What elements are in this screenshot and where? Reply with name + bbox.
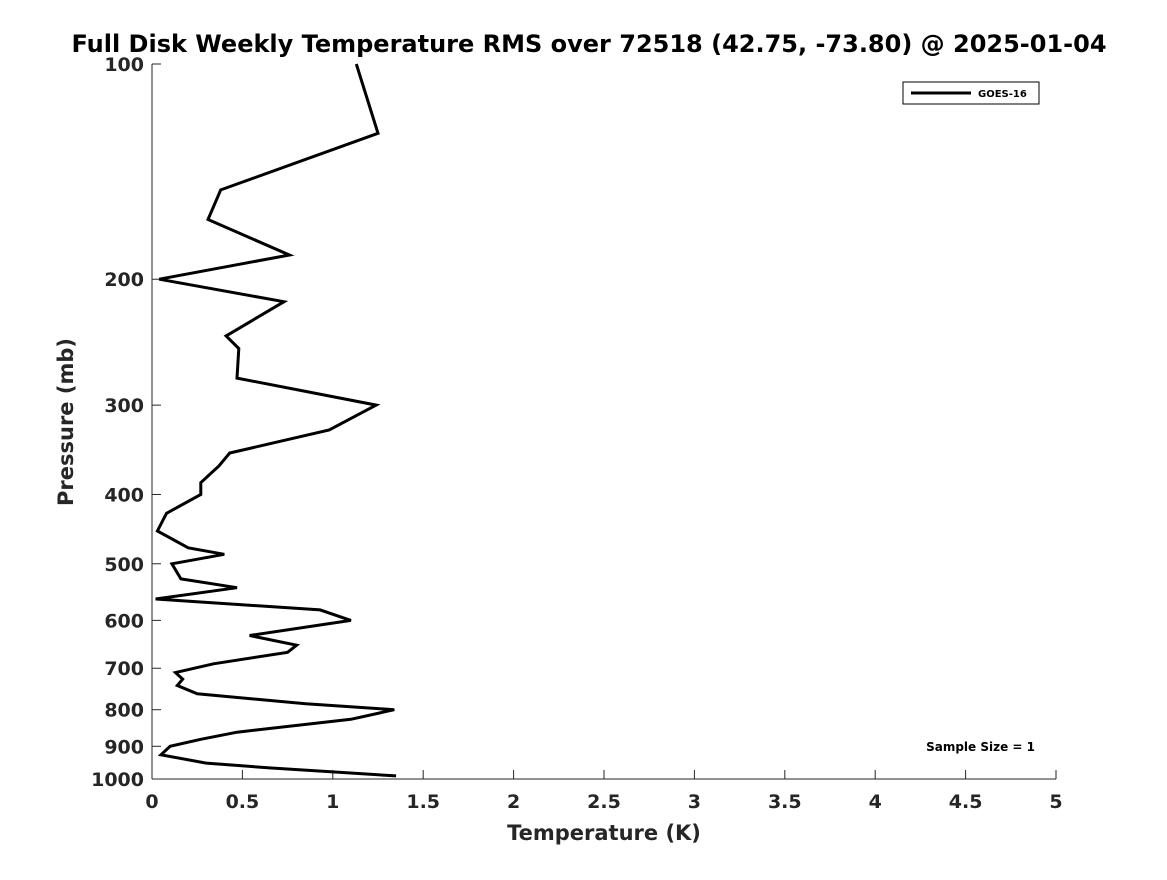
x-tick-label: 0.5 [226, 791, 260, 813]
legend: GOES-16 [902, 81, 1040, 105]
x-tick-label: 2.5 [587, 791, 621, 813]
plot-area: 0 0.5 1 1.5 2 2.5 3 3.5 4 4.5 5 100 200 300 400 500 600… [91, 54, 1063, 813]
x-tick-label: 1 [326, 791, 339, 813]
y-tick-label: 100 [104, 54, 144, 76]
y-axis-label: Pressure (mb) [54, 338, 78, 506]
y-tick-label: 800 [104, 700, 144, 722]
x-tick-label: 4.5 [949, 791, 983, 813]
y-tick-label: 300 [104, 395, 144, 417]
y-tick-label: 600 [104, 610, 144, 632]
series-line-goes-16 [155, 63, 397, 778]
y-tick-label: 200 [104, 269, 144, 291]
y-tick-label: 400 [104, 484, 144, 506]
x-tick-label: 5 [1049, 791, 1062, 813]
chart-title: Full Disk Weekly Temperature RMS over 72… [71, 30, 1106, 58]
y-ticks: 100 200 300 400 500 600 700 800 900 1000 [91, 54, 161, 791]
x-tick-label: 3.5 [768, 791, 802, 813]
x-tick-label: 0 [145, 791, 158, 813]
y-tick-label: 700 [104, 658, 144, 680]
legend-entry-goes-16: GOES-16 [978, 89, 1027, 100]
x-ticks: 0 0.5 1 1.5 2 2.5 3 3.5 4 4.5 5 [145, 770, 1063, 813]
y-tick-label: 1000 [91, 769, 144, 791]
sample-size-annotation: Sample Size = 1 [926, 740, 1035, 754]
y-tick-label: 900 [104, 736, 144, 758]
y-tick-label: 500 [104, 554, 144, 576]
x-tick-label: 2 [507, 791, 520, 813]
x-tick-label: 4 [869, 791, 882, 813]
x-tick-label: 1.5 [406, 791, 440, 813]
x-axis-label: Temperature (K) [507, 821, 701, 845]
x-tick-label: 3 [688, 791, 701, 813]
